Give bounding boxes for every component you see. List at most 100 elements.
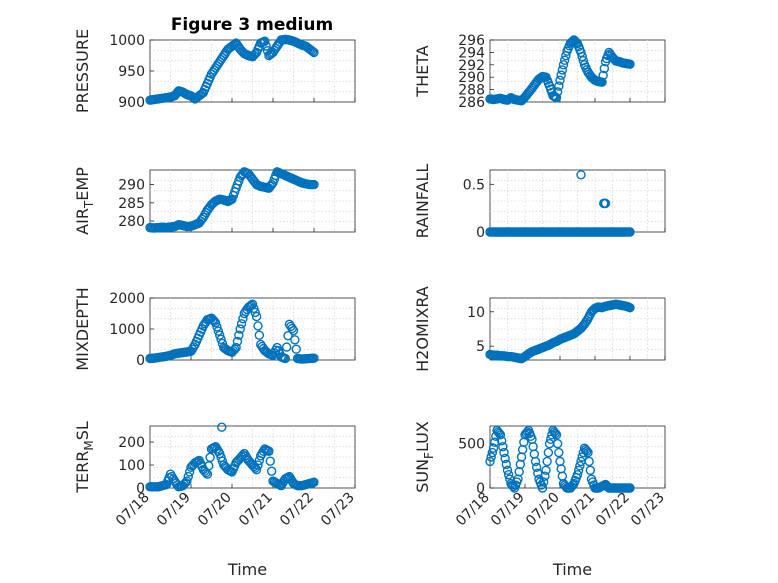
- y-tick-label: 1000: [109, 322, 145, 338]
- data-point: [253, 460, 263, 470]
- x-tick-label: 07/22: [277, 490, 317, 530]
- data-point: [209, 316, 219, 326]
- data-point: [572, 470, 583, 480]
- y-tick-label: 200: [118, 435, 145, 451]
- data-point: [554, 447, 564, 458]
- x-tick-label: 07/23: [628, 490, 668, 530]
- data-point: [210, 441, 221, 452]
- data-point: [566, 37, 577, 47]
- data-point: [309, 353, 319, 363]
- data-point: [489, 437, 500, 447]
- data-point: [537, 483, 548, 493]
- data-point: [261, 41, 271, 51]
- data-point: [552, 87, 563, 97]
- data-point: [210, 318, 221, 328]
- series-markers: [485, 170, 635, 237]
- data-point: [249, 461, 259, 472]
- x-tick-label: 07/20: [523, 490, 563, 530]
- data-point: [583, 447, 593, 458]
- y-tick-label: 292: [458, 58, 485, 74]
- data-point: [183, 471, 193, 482]
- y-axis-label: SUNFLUX: [413, 421, 436, 493]
- data-point: [186, 346, 196, 357]
- y-tick-label: 950: [118, 64, 145, 80]
- data-point: [543, 447, 554, 458]
- data-point: [246, 300, 256, 310]
- data-point: [502, 465, 513, 475]
- data-point: [309, 477, 319, 487]
- y-tick-label: 100: [118, 458, 145, 474]
- data-point: [550, 428, 561, 439]
- series-markers: [485, 425, 635, 493]
- data-point: [576, 47, 586, 58]
- data-point: [182, 476, 192, 486]
- data-point: [235, 324, 245, 334]
- data-point: [600, 198, 611, 209]
- chart-terr-msl: 0 100 200 07/18 07/19 07/20 07/21 07/22 07/23 Tim…: [73, 421, 358, 579]
- y-tick-label: 290: [458, 70, 485, 86]
- data-point: [625, 302, 635, 313]
- data-point: [568, 480, 578, 490]
- data-point: [582, 446, 592, 456]
- data-point: [493, 427, 503, 437]
- data-point: [597, 77, 607, 87]
- x-axis-label: Time: [552, 560, 592, 579]
- data-point: [599, 63, 610, 74]
- data-point: [495, 430, 506, 440]
- data-point: [309, 179, 319, 190]
- x-axis-label: Time: [227, 560, 267, 579]
- data-point: [231, 342, 241, 353]
- data-point: [625, 483, 635, 493]
- y-tick-label: 5: [476, 339, 485, 355]
- y-tick-label: 296: [458, 33, 485, 49]
- data-point: [216, 334, 226, 345]
- data-point: [577, 452, 587, 462]
- data-point: [288, 325, 299, 336]
- data-point: [228, 346, 239, 356]
- data-point: [208, 315, 218, 325]
- data-point: [212, 444, 222, 454]
- data-point: [556, 70, 566, 80]
- y-axis-label: MIXDEPTH: [73, 287, 92, 370]
- y-tick-label: 294: [458, 45, 485, 61]
- data-point: [287, 323, 297, 334]
- data-point: [167, 471, 177, 482]
- series-markers: [145, 422, 319, 492]
- data-point: [487, 447, 498, 458]
- series-markers: [485, 35, 635, 106]
- y-tick-label: 0: [136, 353, 145, 369]
- data-point: [239, 448, 250, 459]
- data-point: [276, 481, 286, 491]
- data-point: [290, 335, 300, 345]
- data-point: [558, 60, 569, 70]
- y-tick-label: 290: [118, 178, 145, 194]
- data-point: [187, 344, 198, 354]
- data-point: [538, 477, 549, 487]
- data-point: [577, 51, 587, 62]
- series-markers: [145, 34, 319, 105]
- data-point: [250, 307, 260, 318]
- y-axis-label: H2OMIXRA: [413, 286, 432, 372]
- data-point: [545, 434, 556, 444]
- data-point: [260, 36, 270, 46]
- y-tick-label: 10: [467, 305, 485, 321]
- data-point: [541, 465, 551, 475]
- data-point: [184, 467, 195, 477]
- data-point: [531, 462, 542, 473]
- y-tick-label: 285: [118, 196, 145, 212]
- y-tick-label: 900: [118, 95, 145, 111]
- data-point: [266, 466, 277, 476]
- data-point: [254, 330, 265, 340]
- x-tick-label: 07/19: [488, 490, 528, 530]
- data-point: [179, 479, 189, 489]
- data-point: [625, 227, 635, 237]
- data-point: [217, 422, 227, 432]
- data-point: [306, 45, 316, 56]
- data-point: [575, 461, 585, 471]
- data-point: [266, 179, 277, 190]
- data-point: [280, 353, 290, 364]
- x-tick-label: 07/20: [195, 490, 235, 530]
- data-point: [265, 456, 275, 466]
- x-tick-label: 07/21: [236, 490, 276, 530]
- y-tick-label: 0.5: [463, 177, 485, 193]
